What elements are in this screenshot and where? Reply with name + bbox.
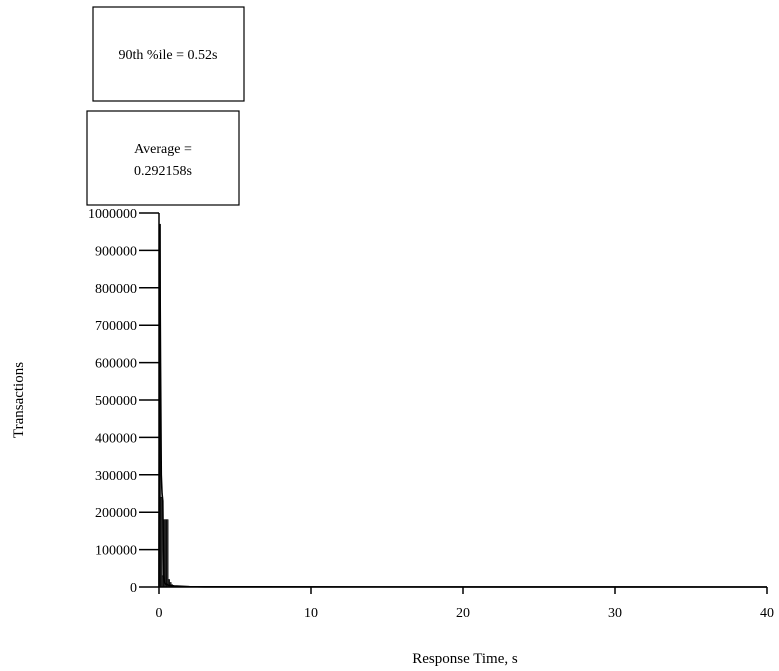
x-tick-label: 20	[456, 606, 470, 621]
y-tick-label: 100000	[95, 544, 137, 559]
y-tick-label: 900000	[95, 244, 137, 259]
annotation-box	[86, 110, 240, 206]
x-tick-label: 10	[304, 606, 318, 621]
y-tick-label: 500000	[95, 394, 137, 409]
histogram-bar	[160, 496, 163, 588]
y-axis-title: Transactions	[11, 362, 27, 438]
y-tick-label: 600000	[95, 357, 137, 372]
annotation-90th-percentile: 90th %ile = 0.52s	[92, 6, 245, 102]
response-curve	[158, 224, 768, 588]
x-tick-label: 40	[760, 606, 774, 621]
y-tick-label: 300000	[95, 469, 137, 484]
x-tick-label: 30	[608, 606, 622, 621]
y-tick-label: 0	[130, 581, 137, 596]
x-ticks: 0 10 20 30 40	[156, 587, 774, 621]
y-tick-label: 200000	[95, 506, 137, 521]
annotation-box	[92, 6, 245, 102]
histogram-bar	[166, 519, 169, 588]
y-tick-label: 700000	[95, 319, 137, 334]
y-tick-label: 800000	[95, 282, 137, 297]
annotation-average: Average = 0.292158s	[86, 110, 240, 206]
y-tick-label: 400000	[95, 431, 137, 446]
x-axis-title: Response Time, s	[412, 651, 518, 667]
y-ticks: 0 100000 200000 300000 400000 500000 600000 700…	[88, 207, 159, 596]
axes	[158, 213, 767, 588]
histogram-bars	[158, 223, 178, 588]
y-tick-label: 1000000	[88, 207, 137, 222]
annotation-text: 90th %ile = 0.52s	[119, 48, 218, 63]
annotation-text-line1: Average =	[134, 142, 192, 157]
annotation-text-line2: 0.292158s	[134, 164, 192, 179]
x-tick-label: 0	[156, 606, 163, 621]
